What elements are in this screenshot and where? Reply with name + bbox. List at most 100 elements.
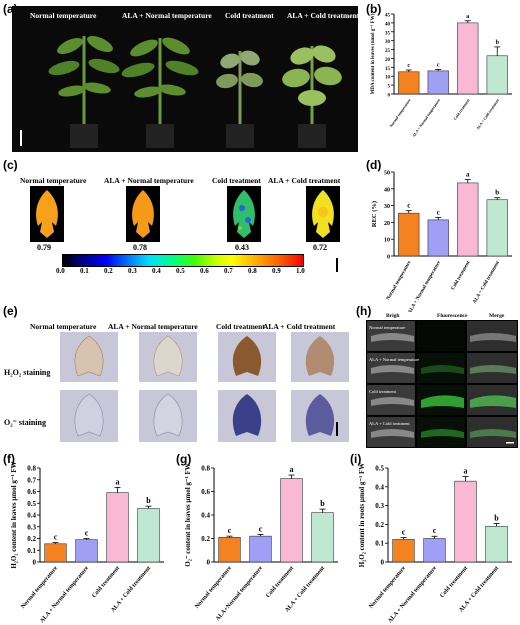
significance-letter: c [433, 526, 437, 535]
y-tick-label: 50 [384, 171, 390, 177]
x-tick-label: Normal temperature [389, 98, 412, 128]
scale-bar-c [336, 258, 338, 272]
chart-mda: 0 5 10 15 20 25 30 35 40 45 MDA content in leaves … [370, 13, 512, 138]
y-tick-label: 40 [385, 22, 391, 27]
fv-images [30, 186, 340, 242]
significance-letter: b [146, 496, 151, 505]
colorbar [62, 254, 304, 267]
stain-caption-cold: Cold treatment [216, 322, 265, 331]
panel-label-e: (e) [3, 304, 18, 318]
bar [398, 71, 420, 95]
bar [486, 55, 508, 95]
colorbar-tick: 0.5 [176, 267, 185, 275]
y-tick-label: 5 [388, 85, 391, 90]
fluor-header-merge: Merge [489, 313, 505, 319]
fv-leaf-normal [30, 186, 64, 242]
stain-caption-ala-normal: ALA + Normal temperature [108, 322, 198, 331]
y-tick-label: 10 [385, 76, 391, 81]
bar [486, 199, 508, 257]
x-tick-label: ALA + Cold treatment [476, 98, 501, 131]
colorbar-tick: 0.9 [272, 267, 281, 275]
fv-caption-cold: Cold treatment [212, 176, 261, 185]
fluorescence-grid [366, 320, 518, 448]
fv-caption-ala-cold: ALA + Cold treatment [268, 176, 341, 185]
bar [106, 492, 129, 563]
y-tick-label: 15 [385, 67, 391, 72]
plants-drawing [20, 35, 342, 148]
plant-label-normal: Normal temperature [30, 11, 97, 20]
colorbar-tick: 0.4 [152, 267, 161, 275]
x-tick-label: Cold treatment [451, 260, 472, 291]
bar [423, 538, 446, 563]
plant-cold [216, 50, 263, 148]
bar [218, 537, 241, 563]
y-tick-label: 0 [207, 559, 211, 567]
fluor-header-bright: Brigh [386, 313, 400, 319]
colorbar-tick: 0.6 [200, 267, 209, 275]
plant-label-ala-cold: ALA + Cold treatment [287, 11, 360, 20]
y-tick-label: 30 [385, 40, 391, 45]
y-axis-label: H₂O₂ content in leaves μmol g⁻¹ FW [10, 461, 18, 568]
y-axis-label: H₂O₂ content in roots μmol g⁻¹ FW [358, 463, 366, 567]
y-tick-label: 0.2 [27, 535, 36, 543]
bar [427, 219, 449, 257]
bar [457, 22, 479, 95]
root-row-ala-cold: ALA + Cold treatment [369, 421, 410, 426]
significance-letter: b [320, 499, 325, 508]
colorbar-ticks: 0.0 0.1 0.2 0.3 0.4 0.5 0.6 0.7 0.8 0.9 1.0 [56, 267, 308, 277]
y-axis-label: MDA content in leaves (nmol g⁻¹ FW) [370, 13, 376, 94]
fv-leaf-ala-normal [126, 186, 160, 242]
fv-leaf-cold [227, 186, 261, 242]
bar [457, 182, 479, 257]
o2-staining-label: O₂⁻ staining [4, 418, 46, 427]
y-tick-label: 0.8 [201, 465, 210, 473]
y-tick-label: 0.4 [27, 512, 36, 520]
panel-label-b: (b) [366, 2, 382, 16]
fluor-header-fluorescence: Fluorescence [437, 313, 468, 319]
chart-h2o2-leaves: 0 0.1 0.2 0.3 0.4 0.5 0.6 0.7 0.8 H₂O₂ content in… [10, 461, 164, 624]
y-tick-label: 0.3 [27, 523, 36, 531]
bar [485, 525, 508, 563]
y-tick-label: 20 [384, 221, 390, 227]
plant-ala-normal [121, 37, 199, 148]
panel-label-h: (h) [356, 304, 372, 318]
panel-label-f: (f) [3, 452, 15, 466]
significance-letter: c [402, 528, 406, 537]
bar [427, 70, 449, 95]
x-tick-label: Cold treatment [91, 565, 121, 599]
y-tick-label: 10 [384, 238, 390, 244]
plants-photo: Normal temperature ALA + Normal temperat… [12, 6, 360, 152]
significance-letter: c [259, 524, 263, 533]
x-tick-label: Cold treatment [265, 565, 295, 599]
y-tick-label: 20 [385, 58, 391, 63]
colorbar-tick: 0.2 [104, 267, 113, 275]
y-tick-label: 35 [385, 31, 391, 36]
o2-leaves [60, 390, 349, 442]
x-tick-label: ALA + Normal temperature [408, 260, 443, 312]
plant-ala-cold [282, 45, 342, 148]
bar [392, 539, 415, 563]
y-tick-label: 0 [33, 559, 37, 567]
y-tick-label: 0 [381, 559, 385, 567]
x-tick-label: Cold treatment [439, 565, 469, 599]
colorbar-tick: 0.7 [224, 267, 233, 275]
fv-value-ala-normal: 0.78 [133, 243, 147, 252]
root-row-normal: Normal temperature [369, 325, 406, 330]
chart-rec: 0 10 20 30 40 50 REC (%) c Normal temperature c AL… [371, 171, 512, 312]
y-tick-label: 0.3 [375, 502, 384, 510]
fv-value-ala-cold: 0.72 [313, 243, 327, 252]
y-tick-label: 25 [385, 49, 391, 54]
root-row-cold: Cold treatment [369, 389, 396, 394]
significance-letter: c [228, 526, 232, 535]
significance-letter: b [494, 513, 499, 522]
y-tick-label: 0.4 [375, 483, 384, 491]
significance-letter: b [496, 40, 500, 46]
significance-letter: c [437, 208, 440, 216]
colorbar-tick: 1.0 [296, 267, 305, 275]
y-tick-label: 0.5 [375, 465, 384, 473]
significance-letter: a [116, 477, 120, 486]
bar [398, 212, 420, 257]
fv-value-cold: 0.43 [235, 243, 249, 252]
significance-letter: b [495, 189, 499, 197]
plant-normal [48, 35, 120, 148]
